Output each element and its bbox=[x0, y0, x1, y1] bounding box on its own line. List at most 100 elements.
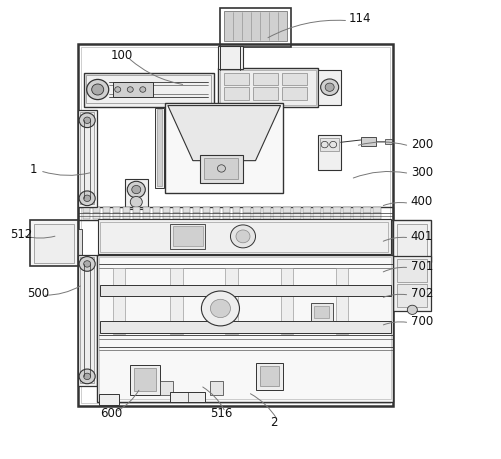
Bar bbox=[263, 213, 271, 219]
Bar bbox=[170, 224, 205, 249]
Bar bbox=[170, 392, 205, 402]
Bar bbox=[113, 207, 120, 213]
Bar bbox=[220, 70, 316, 105]
Bar bbox=[113, 213, 120, 219]
Bar bbox=[153, 213, 160, 219]
Bar bbox=[233, 213, 240, 219]
Bar bbox=[311, 303, 333, 321]
Circle shape bbox=[325, 83, 334, 91]
Bar bbox=[200, 155, 243, 183]
Bar bbox=[183, 207, 190, 213]
Circle shape bbox=[130, 196, 142, 207]
Bar bbox=[293, 207, 301, 213]
Bar bbox=[130, 365, 160, 395]
Bar bbox=[163, 213, 170, 219]
Bar bbox=[78, 207, 393, 220]
Circle shape bbox=[230, 225, 256, 248]
Circle shape bbox=[236, 230, 250, 243]
Circle shape bbox=[84, 195, 91, 202]
Circle shape bbox=[84, 261, 91, 267]
Bar bbox=[218, 46, 243, 69]
Bar bbox=[103, 207, 110, 213]
Bar bbox=[123, 207, 130, 213]
Bar bbox=[210, 381, 223, 395]
Bar bbox=[385, 139, 392, 144]
Bar bbox=[323, 207, 331, 213]
Bar bbox=[125, 179, 148, 209]
Bar bbox=[83, 213, 90, 219]
Bar bbox=[253, 87, 278, 100]
Text: 100: 100 bbox=[110, 49, 132, 62]
Circle shape bbox=[115, 87, 121, 92]
Bar bbox=[160, 381, 173, 395]
Bar bbox=[253, 213, 261, 219]
Text: 1: 1 bbox=[30, 163, 38, 176]
Bar bbox=[84, 73, 214, 107]
Circle shape bbox=[140, 87, 146, 92]
Bar bbox=[173, 213, 180, 219]
Bar bbox=[243, 213, 250, 219]
Bar bbox=[303, 213, 311, 219]
Bar bbox=[80, 112, 94, 204]
Bar bbox=[78, 255, 97, 386]
Bar bbox=[363, 213, 371, 219]
Text: 114: 114 bbox=[348, 12, 371, 25]
Bar bbox=[243, 207, 250, 213]
Bar bbox=[393, 220, 431, 262]
Circle shape bbox=[79, 369, 95, 384]
Circle shape bbox=[127, 181, 145, 198]
Bar bbox=[397, 224, 427, 258]
Bar bbox=[113, 268, 125, 334]
Bar bbox=[224, 11, 287, 41]
Text: 500: 500 bbox=[28, 287, 50, 300]
Text: 512: 512 bbox=[10, 228, 33, 241]
Bar bbox=[98, 219, 391, 254]
Bar bbox=[282, 73, 307, 85]
Bar bbox=[97, 255, 393, 402]
Text: 516: 516 bbox=[210, 407, 233, 420]
Circle shape bbox=[79, 113, 95, 128]
Bar bbox=[223, 207, 230, 213]
Text: 400: 400 bbox=[411, 196, 433, 208]
Bar bbox=[233, 207, 240, 213]
Bar bbox=[100, 222, 388, 252]
Bar bbox=[218, 68, 318, 107]
Bar bbox=[103, 213, 110, 219]
Bar bbox=[193, 213, 200, 219]
Bar bbox=[260, 366, 279, 386]
Bar bbox=[224, 87, 249, 100]
Circle shape bbox=[217, 165, 225, 172]
Bar bbox=[34, 224, 74, 263]
Bar bbox=[113, 82, 153, 97]
Bar bbox=[314, 306, 329, 318]
Bar bbox=[303, 207, 311, 213]
Bar bbox=[318, 70, 341, 105]
Bar bbox=[223, 213, 230, 219]
Bar bbox=[86, 75, 211, 103]
Bar bbox=[30, 220, 78, 266]
Bar bbox=[183, 213, 190, 219]
Bar bbox=[78, 44, 393, 406]
Bar bbox=[78, 110, 97, 207]
Bar bbox=[99, 257, 391, 399]
Bar bbox=[313, 213, 321, 219]
Bar bbox=[273, 207, 281, 213]
Circle shape bbox=[79, 191, 95, 206]
Bar bbox=[170, 268, 183, 334]
Bar bbox=[153, 207, 160, 213]
Text: 700: 700 bbox=[411, 315, 433, 328]
Bar bbox=[263, 207, 271, 213]
Circle shape bbox=[84, 117, 91, 123]
Bar bbox=[204, 158, 238, 179]
Bar bbox=[320, 138, 339, 151]
Bar bbox=[123, 213, 130, 219]
Circle shape bbox=[321, 79, 339, 95]
Text: 701: 701 bbox=[411, 260, 433, 273]
Bar bbox=[373, 213, 381, 219]
Bar bbox=[225, 268, 238, 334]
Circle shape bbox=[201, 291, 239, 326]
Bar bbox=[353, 213, 361, 219]
Bar bbox=[397, 259, 427, 282]
Bar bbox=[353, 207, 361, 213]
Circle shape bbox=[87, 79, 109, 100]
